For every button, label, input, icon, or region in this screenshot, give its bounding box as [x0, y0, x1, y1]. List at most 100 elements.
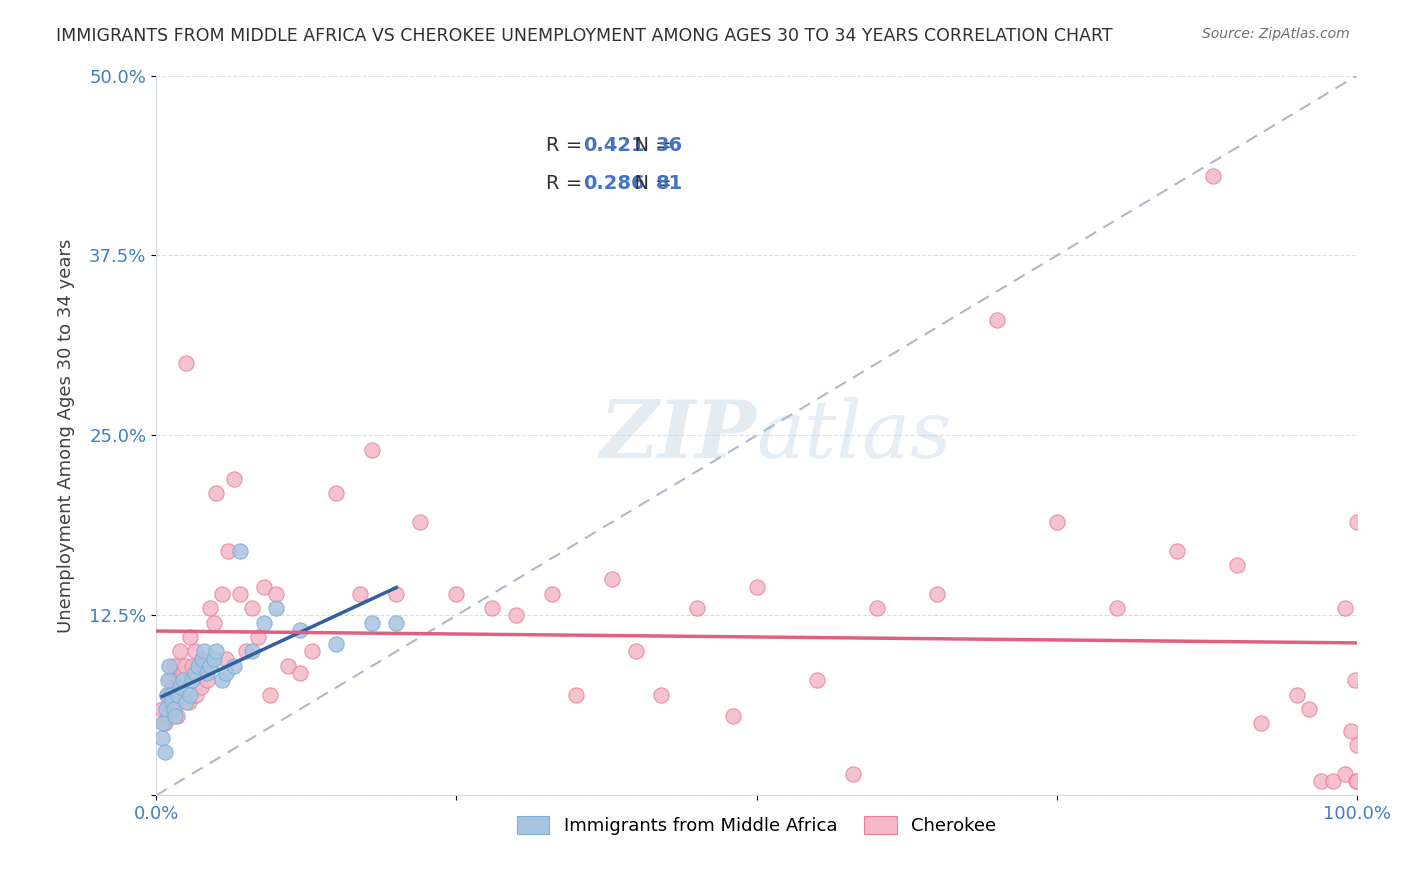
- Point: [163, 658, 186, 673]
- Point: [253, 580, 276, 594]
- Point: [650, 688, 672, 702]
- Text: R =: R =: [547, 174, 589, 193]
- Point: [505, 608, 527, 623]
- Point: [745, 580, 768, 594]
- Point: [172, 673, 194, 688]
- Point: [217, 543, 239, 558]
- Point: [215, 651, 238, 665]
- Point: [1343, 673, 1365, 688]
- Point: [385, 587, 408, 601]
- Text: ZIP: ZIP: [600, 397, 756, 475]
- Point: [163, 702, 186, 716]
- Point: [259, 688, 281, 702]
- Point: [181, 658, 204, 673]
- Point: [187, 658, 209, 673]
- Text: 81: 81: [657, 174, 683, 193]
- Point: [1250, 716, 1272, 731]
- Point: [191, 651, 214, 665]
- Point: [166, 688, 188, 702]
- Point: [1285, 688, 1308, 702]
- Text: 36: 36: [657, 136, 683, 154]
- Point: [224, 472, 246, 486]
- Point: [1346, 774, 1368, 789]
- Point: [235, 644, 257, 658]
- Text: Source: ZipAtlas.com: Source: ZipAtlas.com: [1202, 27, 1350, 41]
- Point: [183, 666, 205, 681]
- Point: [240, 601, 263, 615]
- Text: IMMIGRANTS FROM MIDDLE AFRICA VS CHEROKEE UNEMPLOYMENT AMONG AGES 30 TO 34 YEARS: IMMIGRANTS FROM MIDDLE AFRICA VS CHEROKE…: [56, 27, 1114, 45]
- Point: [925, 587, 948, 601]
- Point: [541, 587, 564, 601]
- Point: [153, 716, 176, 731]
- Point: [195, 666, 218, 681]
- Point: [193, 644, 215, 658]
- Point: [200, 601, 222, 615]
- Point: [1346, 738, 1368, 752]
- Point: [157, 658, 180, 673]
- Point: [174, 658, 197, 673]
- Point: [229, 587, 252, 601]
- Point: [1334, 601, 1357, 615]
- Point: [301, 644, 323, 658]
- Point: [200, 658, 222, 673]
- Point: [181, 673, 204, 688]
- Point: [160, 695, 183, 709]
- Point: [184, 688, 207, 702]
- Point: [1298, 702, 1320, 716]
- Point: [626, 644, 648, 658]
- Point: [150, 731, 173, 745]
- Point: [195, 673, 218, 688]
- Point: [361, 442, 384, 457]
- Text: N =: N =: [623, 136, 678, 154]
- Point: [157, 673, 180, 688]
- Point: [215, 666, 238, 681]
- Point: [1202, 169, 1225, 184]
- Point: [174, 356, 197, 370]
- Point: [169, 644, 191, 658]
- Point: [481, 601, 503, 615]
- Point: [155, 702, 177, 716]
- Point: [1105, 601, 1128, 615]
- Point: [253, 615, 276, 630]
- Point: [152, 716, 174, 731]
- Point: [1322, 774, 1344, 789]
- Point: [1046, 515, 1069, 529]
- Point: [183, 644, 205, 658]
- Point: [721, 709, 744, 723]
- Point: [446, 587, 468, 601]
- Point: [187, 666, 209, 681]
- Point: [290, 666, 312, 681]
- Point: [565, 688, 588, 702]
- Point: [159, 688, 181, 702]
- Point: [156, 688, 179, 702]
- Point: [685, 601, 707, 615]
- Point: [211, 673, 233, 688]
- Point: [205, 644, 228, 658]
- Point: [986, 313, 1008, 327]
- Text: 0.286: 0.286: [583, 174, 644, 193]
- Point: [205, 486, 228, 500]
- Text: 0.421: 0.421: [583, 136, 644, 154]
- Point: [202, 651, 225, 665]
- Point: [1344, 774, 1367, 789]
- Point: [224, 658, 246, 673]
- Point: [193, 666, 215, 681]
- Text: N =: N =: [623, 174, 678, 193]
- Point: [179, 630, 201, 644]
- Point: [1340, 723, 1362, 738]
- Point: [385, 615, 408, 630]
- Point: [841, 766, 863, 780]
- Point: [361, 615, 384, 630]
- Point: [602, 573, 624, 587]
- Point: [177, 695, 200, 709]
- Point: [806, 673, 828, 688]
- Point: [165, 688, 187, 702]
- Point: [264, 587, 287, 601]
- Point: [229, 543, 252, 558]
- Point: [325, 637, 347, 651]
- Point: [1166, 543, 1188, 558]
- Point: [1226, 558, 1249, 572]
- Point: [247, 630, 270, 644]
- Point: [264, 601, 287, 615]
- Point: [166, 709, 188, 723]
